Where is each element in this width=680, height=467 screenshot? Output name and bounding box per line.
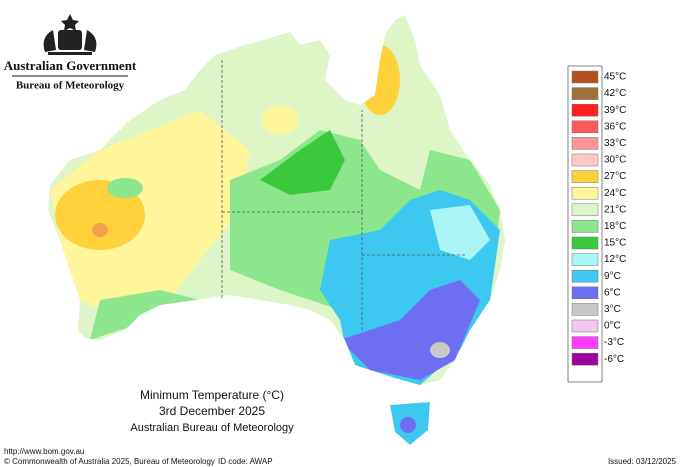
state-borders (221, 60, 465, 330)
legend: 45°C 42°C 39°C 36°C 33°C 30°C 27°C 24°C 21°C 18°C… (571, 70, 626, 366)
legend-label: 30°C (604, 155, 626, 166)
legend-label: 21°C (604, 204, 626, 215)
legend-label: 33°C (604, 138, 626, 149)
legend-swatch (571, 103, 599, 117)
legend-swatch (571, 352, 599, 366)
footer-copyright: © Commonwealth of Australia 2025, Bureau… (4, 457, 215, 466)
map-date: 3rd December 2025 (159, 404, 265, 418)
crest (43, 14, 97, 55)
legend-label: 27°C (604, 171, 626, 182)
legend-label: 3°C (604, 304, 621, 315)
legend-swatch (571, 70, 599, 84)
legend-label: 9°C (604, 271, 621, 282)
legend-label: 18°C (604, 221, 626, 232)
legend-swatch (571, 220, 599, 233)
legend-swatch (571, 137, 599, 150)
legend-swatch (571, 87, 599, 100)
legend-swatch (571, 186, 599, 200)
legend-label: 0°C (604, 321, 621, 332)
legend-label: -6°C (604, 354, 624, 365)
legend-swatch (571, 269, 599, 283)
legend-swatch (571, 286, 599, 300)
legend-label: -3°C (604, 337, 624, 348)
footer-url[interactable]: http://www.bom.gov.au (4, 447, 84, 456)
logo-subtitle: Bureau of Meteorology (16, 80, 125, 92)
legend-swatch (571, 303, 599, 316)
legend-frame (567, 65, 603, 383)
legend-label: 45°C (604, 72, 626, 83)
legend-swatch (571, 319, 599, 333)
legend-label: 42°C (604, 88, 626, 99)
legend-label: 24°C (604, 188, 626, 199)
legend-label: 39°C (604, 105, 626, 116)
legend-label: 12°C (604, 254, 626, 265)
legend-label: 15°C (604, 238, 626, 249)
map-title: Minimum Temperature (°C) (140, 388, 284, 402)
legend-swatch (571, 120, 599, 134)
map-source: Australian Bureau of Meteorology (130, 422, 294, 434)
legend-swatch (571, 203, 599, 217)
legend-swatch (571, 236, 599, 250)
footer-id: ID code: AWAP (218, 457, 273, 466)
legend-label: 36°C (604, 121, 626, 132)
logo-title: Australian Government (4, 58, 137, 73)
legend-swatch (571, 336, 599, 349)
legend-label: 6°C (604, 287, 621, 298)
legend-swatch (571, 153, 599, 167)
legend-swatch (571, 170, 599, 183)
footer-issued: Issued: 03/12/2025 (608, 457, 677, 466)
legend-swatch (571, 253, 599, 266)
